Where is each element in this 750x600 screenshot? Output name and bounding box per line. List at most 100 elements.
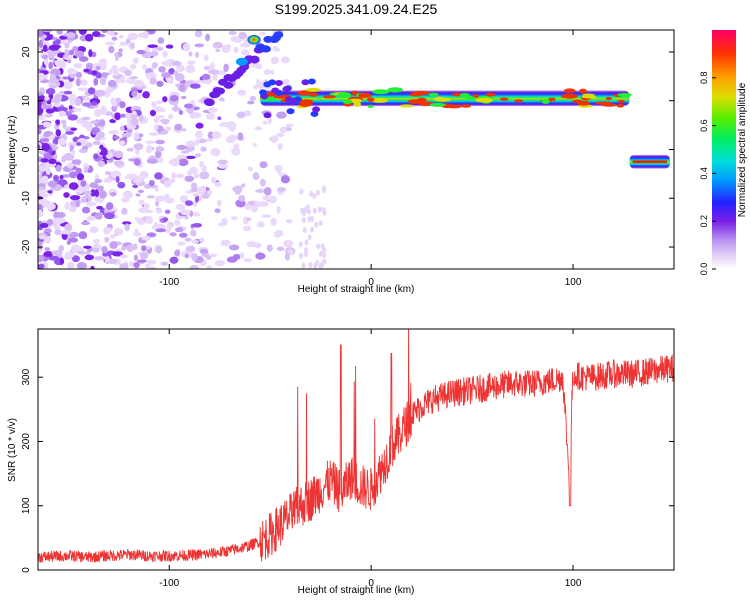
noise-speckle xyxy=(130,118,139,126)
noise-speckle xyxy=(83,68,90,73)
noise-speckle xyxy=(132,57,139,64)
noise-speckle xyxy=(131,110,137,116)
noise-speckle xyxy=(154,195,166,202)
noise-speckle xyxy=(203,65,210,71)
noise-speckle xyxy=(247,100,255,105)
noise-speckle xyxy=(236,111,246,119)
noise-speckle xyxy=(159,108,166,113)
noise-speckle xyxy=(212,41,223,49)
noise-speckle xyxy=(48,158,57,165)
noise-speckle xyxy=(95,238,100,243)
noise-speckle xyxy=(43,121,49,128)
trace-blob xyxy=(223,81,234,89)
noise-speckle xyxy=(165,44,174,49)
snr-y-tick-label: 200 xyxy=(21,433,32,450)
noise-speckle xyxy=(276,246,285,251)
snr-frame xyxy=(37,328,675,571)
noise-speckle xyxy=(277,187,286,192)
noise-speckle xyxy=(75,167,82,175)
noise-speckle xyxy=(129,63,137,70)
trace-blob xyxy=(560,93,578,99)
noise-speckle xyxy=(60,230,71,235)
noise-speckle xyxy=(206,265,212,269)
noise-speckle xyxy=(132,243,138,251)
noise-speckle xyxy=(53,101,61,108)
noise-speckle xyxy=(92,140,101,146)
noise-speckle xyxy=(228,244,240,251)
noise-speckle xyxy=(238,194,246,202)
trace-blob xyxy=(409,92,422,97)
noise-speckle xyxy=(150,50,159,57)
trace-blob xyxy=(298,99,314,105)
noise-speckle xyxy=(63,32,69,37)
noise-speckle xyxy=(38,263,45,269)
noise-speckle xyxy=(280,175,291,184)
noise-speckle xyxy=(184,214,189,220)
noise-speckle xyxy=(153,222,159,230)
noise-speckle xyxy=(183,103,194,109)
noise-speckle xyxy=(41,175,49,184)
noise-speckle xyxy=(277,143,283,151)
noise-speckle xyxy=(94,89,106,97)
noise-speckle xyxy=(205,112,216,120)
trace-blob xyxy=(306,87,322,92)
spectrogram-y-ticks: -20 -10 0 10 20 xyxy=(21,46,674,254)
noise-speckle xyxy=(127,32,138,41)
noise-speckle xyxy=(190,229,197,237)
noise-speckle xyxy=(130,42,135,49)
noise-speckle xyxy=(145,209,154,214)
noise-speckle xyxy=(161,72,171,78)
noise-speckle xyxy=(54,229,63,236)
noise-speckle xyxy=(103,177,113,184)
noise-speckle xyxy=(301,216,306,223)
noise-speckle xyxy=(146,259,157,265)
spectrogram-y-tick-label: -10 xyxy=(21,191,32,206)
trace-blob xyxy=(286,108,295,115)
noise-speckle xyxy=(86,215,96,221)
noise-speckle xyxy=(301,262,306,269)
noise-speckle xyxy=(121,207,128,215)
noise-speckle xyxy=(174,123,183,131)
noise-speckle xyxy=(141,64,147,70)
noise-speckle xyxy=(283,239,294,248)
noise-speckle xyxy=(322,185,327,192)
noise-speckle xyxy=(38,94,46,102)
noise-speckle xyxy=(257,221,265,228)
trace-blob xyxy=(572,99,583,104)
snr-panel: -100 0 100 0 100 200 300 Height of straight l… xyxy=(7,328,675,596)
trace-blob xyxy=(310,110,319,117)
noise-speckle xyxy=(74,97,82,106)
noise-speckle xyxy=(110,170,122,179)
noise-speckle xyxy=(38,144,41,151)
noise-speckle xyxy=(59,175,64,180)
colorbar: 0.0 0.2 0.4 0.6 0.8 Normalized spectral ampl… xyxy=(699,30,748,275)
noise-speckle xyxy=(184,253,190,259)
noise-speckle xyxy=(108,68,113,75)
noise-speckle xyxy=(68,237,79,243)
noise-speckle xyxy=(55,211,66,219)
noise-speckle xyxy=(199,171,210,180)
noise-speckle xyxy=(143,202,150,210)
noise-speckle xyxy=(80,221,91,226)
noise-speckle xyxy=(169,95,179,102)
noise-speckle xyxy=(196,186,207,195)
noise-speckle xyxy=(230,216,238,221)
trace-blob xyxy=(215,87,226,95)
snr-x-tick-label: -100 xyxy=(159,578,179,589)
trace-blob xyxy=(273,31,284,39)
noise-speckle xyxy=(87,87,96,95)
noise-speckle xyxy=(136,49,146,55)
noise-speckle xyxy=(58,244,65,252)
noise-speckle xyxy=(209,62,216,71)
noise-speckle xyxy=(318,220,323,227)
noise-speckle xyxy=(96,205,103,210)
noise-speckle xyxy=(38,72,45,81)
trace-blob xyxy=(428,92,439,97)
noise-speckle xyxy=(38,186,45,191)
noise-speckle xyxy=(201,165,207,172)
spectrogram-y-tick-label: 10 xyxy=(21,95,32,107)
noise-speckle xyxy=(205,138,214,142)
noise-speckle xyxy=(185,64,195,73)
trace-blob xyxy=(581,95,597,99)
